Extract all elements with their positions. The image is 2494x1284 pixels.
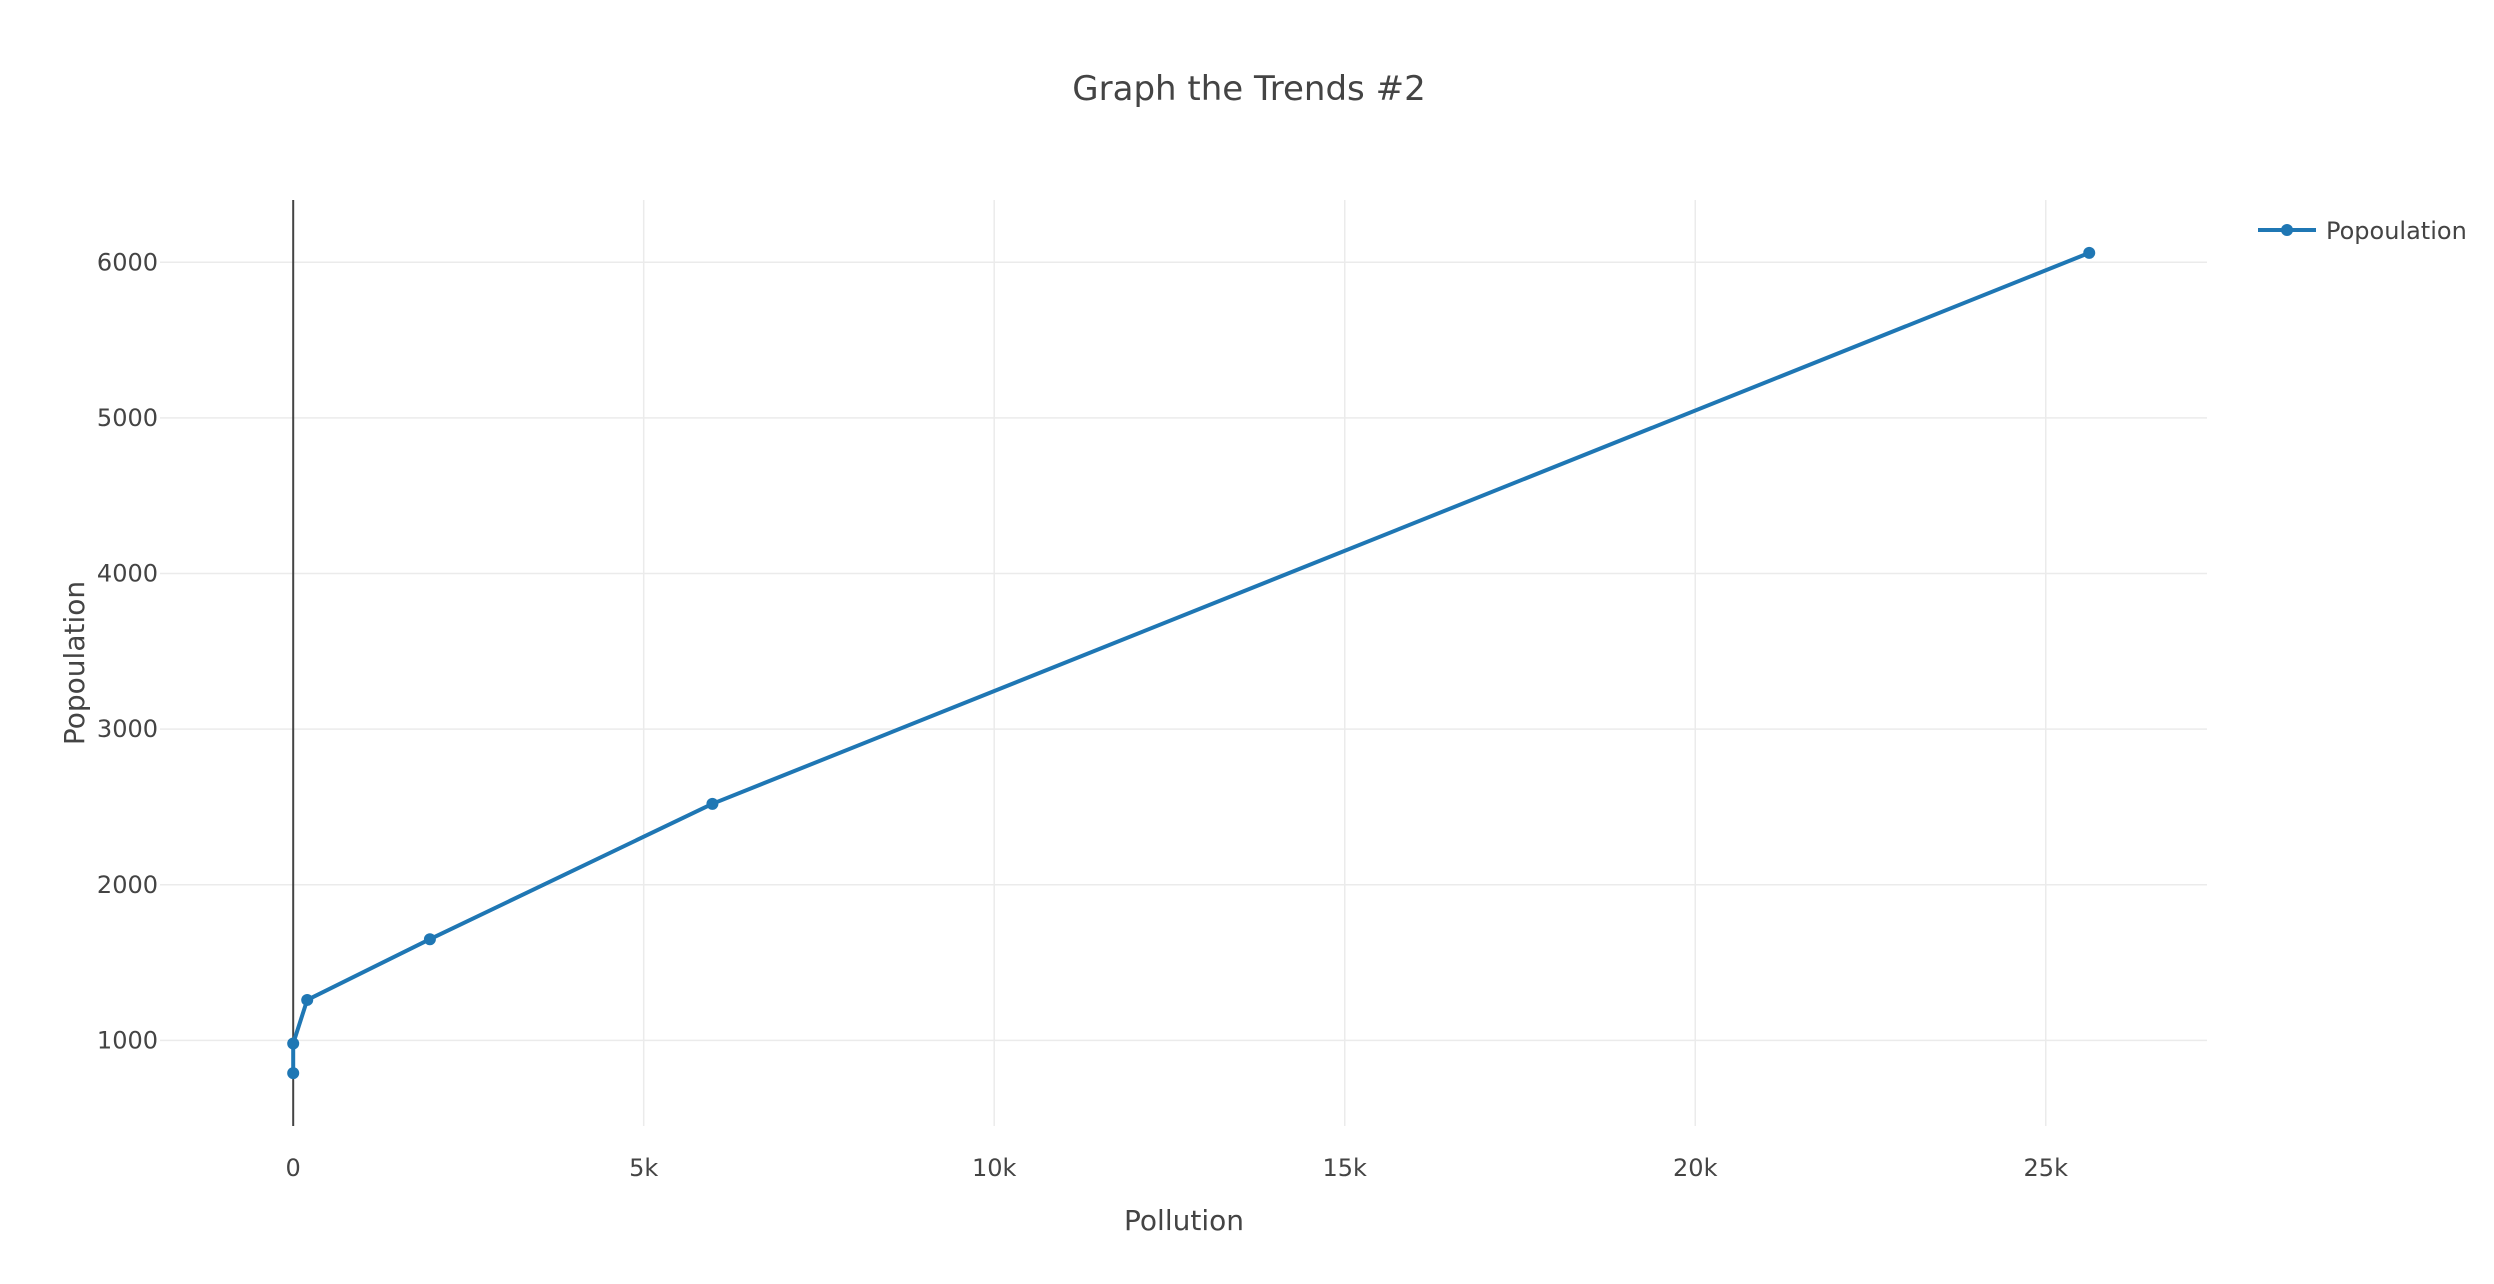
x-tick-label: 15k bbox=[1323, 1154, 1368, 1182]
y-tick-labels: 1000 2000 3000 4000 5000 6000 bbox=[97, 248, 158, 1054]
x-tick-label: 0 bbox=[286, 1154, 301, 1182]
y-tick-label: 1000 bbox=[97, 1026, 158, 1054]
y-tick-label: 6000 bbox=[97, 248, 158, 276]
legend-label-popoulation: Popoulation bbox=[2326, 217, 2467, 245]
y-tick-label: 5000 bbox=[97, 404, 158, 432]
y-gridlines bbox=[160, 261, 2207, 1042]
x-tick-label: 20k bbox=[1673, 1154, 1718, 1182]
y-axis-title: Popoulation bbox=[58, 581, 91, 745]
data-point[interactable] bbox=[2083, 246, 2096, 259]
x-tick-labels: 0 5k 10k 15k 20k 25k bbox=[286, 1154, 2069, 1182]
x-tick-label: 25k bbox=[2024, 1154, 2069, 1182]
data-point[interactable] bbox=[287, 1037, 300, 1050]
chart-title: Graph the Trends #2 bbox=[1072, 69, 1425, 109]
legend[interactable]: Popoulation bbox=[2258, 217, 2467, 245]
data-point[interactable] bbox=[423, 933, 436, 946]
series-line bbox=[291, 251, 2090, 1074]
x-axis-title: Pollution bbox=[1124, 1204, 1244, 1237]
legend-marker-swatch bbox=[2281, 224, 2293, 236]
data-point[interactable] bbox=[706, 797, 719, 810]
y-tick-label: 3000 bbox=[97, 715, 158, 743]
x-tick-label: 5k bbox=[629, 1154, 658, 1182]
x-tick-label: 10k bbox=[972, 1154, 1017, 1182]
y-tick-label: 4000 bbox=[97, 560, 158, 588]
data-point[interactable] bbox=[287, 1067, 300, 1080]
series-layer bbox=[287, 246, 2096, 1080]
y-tick-label: 2000 bbox=[97, 871, 158, 899]
x-gridlines bbox=[642, 200, 2047, 1126]
data-point[interactable] bbox=[301, 993, 314, 1006]
